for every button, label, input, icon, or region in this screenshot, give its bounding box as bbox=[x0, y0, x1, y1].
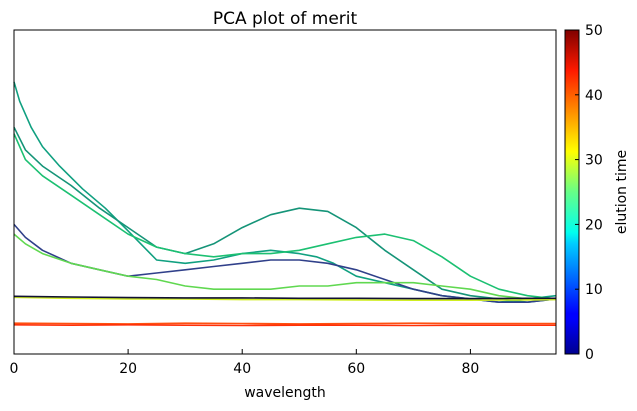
series-line-6 bbox=[13, 295, 556, 300]
x-tick-label-0: 0 bbox=[10, 361, 19, 377]
x-axis-label: wavelength bbox=[244, 385, 326, 401]
colorbar-tick-label-2: 20 bbox=[585, 217, 603, 233]
series-line-4 bbox=[13, 233, 556, 300]
colorbar-tick-label-5: 50 bbox=[585, 23, 603, 39]
series-layer bbox=[13, 81, 557, 327]
series-line-1 bbox=[13, 126, 557, 304]
colorbar-tick-label-4: 40 bbox=[585, 88, 603, 104]
colorbar-tick-label-0: 0 bbox=[585, 347, 594, 363]
x-tick-label-1: 20 bbox=[119, 361, 137, 377]
plot-frame bbox=[13, 29, 557, 355]
x-tick-label-3: 60 bbox=[347, 361, 365, 377]
series-line-5 bbox=[13, 296, 557, 302]
colorbar-ticks: 0 10 20 30 40 50 bbox=[575, 23, 603, 363]
x-axis-ticks: 0 20 40 60 80 bbox=[10, 349, 480, 377]
series-line-8 bbox=[13, 323, 556, 327]
series-line-2 bbox=[13, 133, 557, 300]
colorbar-label: elution time bbox=[614, 150, 630, 234]
colorbar-tick-label-3: 30 bbox=[585, 153, 603, 169]
x-tick-label-4: 80 bbox=[462, 361, 480, 377]
colorbar bbox=[564, 29, 580, 355]
x-tick-label-2: 40 bbox=[233, 361, 251, 377]
series-line-7 bbox=[13, 322, 556, 325]
chart-title: PCA plot of merit bbox=[213, 9, 358, 29]
colorbar-tick-label-1: 10 bbox=[585, 282, 603, 298]
